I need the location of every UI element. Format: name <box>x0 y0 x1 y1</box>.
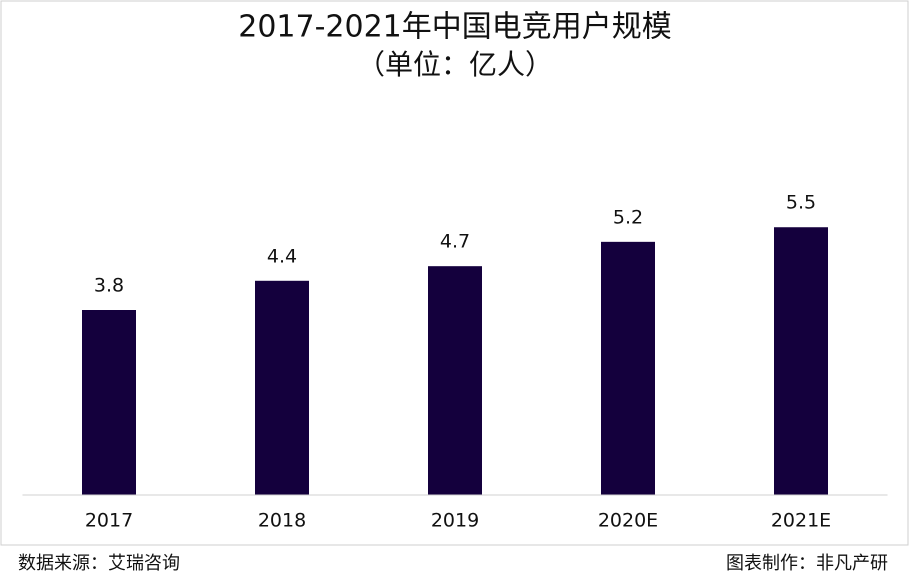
chart-frame <box>0 0 909 546</box>
bar <box>428 266 482 495</box>
bar <box>255 280 309 495</box>
source-note: 数据来源：艾瑞咨询 <box>18 553 180 574</box>
x-tick-label: 2018 <box>258 510 306 532</box>
x-tick-label: 2017 <box>85 510 133 532</box>
data-label: 4.7 <box>440 231 470 253</box>
x-tick-label: 2019 <box>431 510 479 532</box>
bar <box>601 241 655 495</box>
x-tick-label: 2020E <box>598 510 658 532</box>
data-label: 5.2 <box>613 206 643 228</box>
data-label: 4.4 <box>267 245 297 267</box>
x-tick-label: 2021E <box>771 510 831 532</box>
chart-subtitle: （单位：亿人） <box>357 48 553 81</box>
credit-note: 图表制作：非凡产研 <box>726 553 888 574</box>
bar <box>82 310 136 495</box>
data-label: 5.5 <box>786 192 816 214</box>
data-label: 3.8 <box>94 275 124 297</box>
bar <box>774 227 828 495</box>
chart-title: 2017-2021年中国电竞用户规模 <box>238 10 672 45</box>
